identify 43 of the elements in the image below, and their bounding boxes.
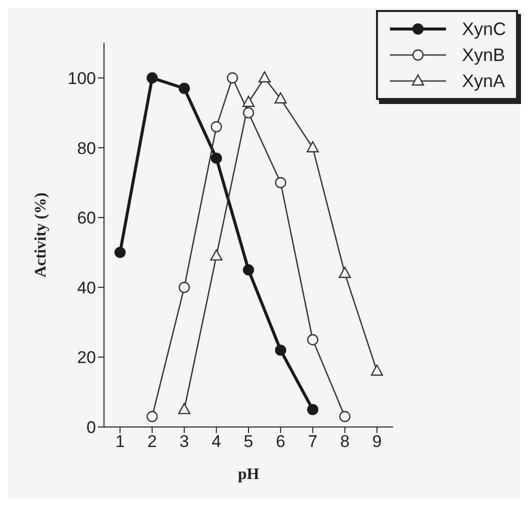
point [242,264,254,276]
point [210,121,222,132]
y-tick-label: 0 [86,418,96,438]
point [210,152,222,164]
y-tick-label: 60 [77,208,96,228]
x-tick-label: 4 [212,432,222,452]
point [274,92,287,104]
point [338,266,351,278]
x-tick-label: 9 [372,432,382,452]
x-tick-label: 1 [115,432,125,452]
x-axis-title: pH [238,466,260,483]
point [146,72,158,84]
point [146,410,158,422]
point [370,364,384,376]
y-tick-label: 80 [77,138,96,158]
point [275,344,286,356]
point [307,334,318,346]
point [242,96,255,107]
legend-label: XynA [462,70,506,92]
point [178,402,190,414]
legend-label: XynC [462,18,506,40]
x-tick-label: 3 [180,432,190,452]
point [210,249,222,261]
point [178,82,190,94]
point [306,141,319,152]
point [226,72,238,84]
point [275,177,286,188]
legend-label: XynB [462,44,506,66]
point [258,71,271,83]
x-tick-label: 7 [308,432,318,452]
x-tick-label: 8 [340,432,350,452]
point [339,410,350,422]
point [307,404,318,416]
x-tick-label: 5 [244,432,254,452]
y-tick-label: 100 [68,68,96,88]
x-tick-label: 2 [147,432,157,452]
x-tick-label: 6 [276,432,286,452]
point [242,107,254,118]
y-tick-label: 40 [77,278,96,298]
point [114,246,126,258]
point [178,282,190,293]
y-axis-title: Activity (%) [32,192,50,278]
y-tick-label: 20 [77,348,96,368]
